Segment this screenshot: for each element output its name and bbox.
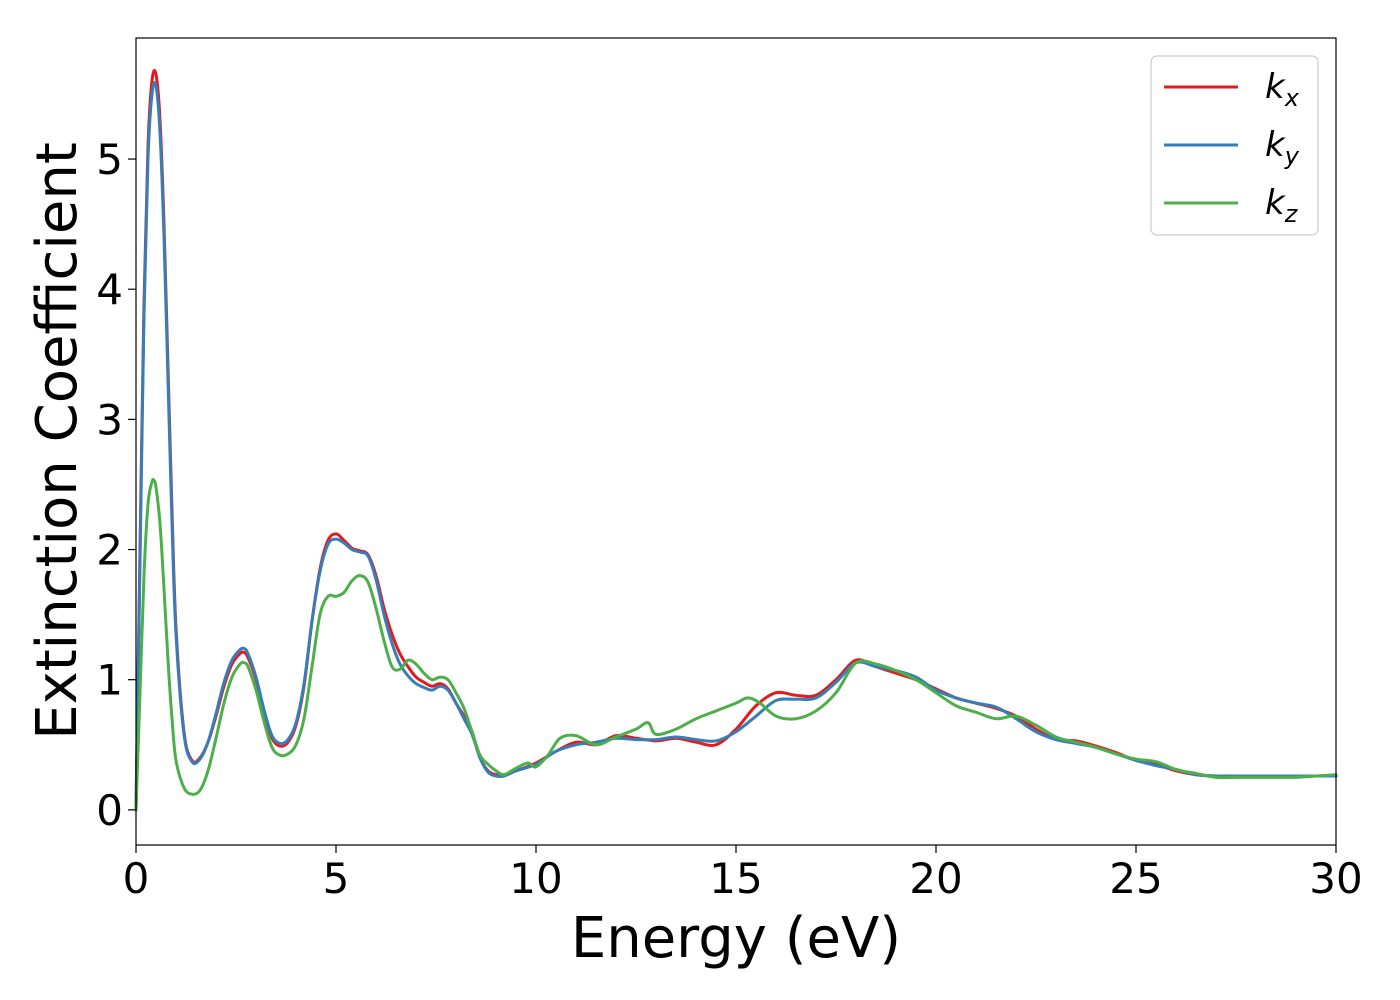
x-tick-label: 5 [323, 854, 350, 903]
x-axis-label: Energy (eV) [571, 906, 901, 971]
y-tick-label: 3 [96, 395, 123, 444]
legend-label-subscript: x [1284, 84, 1300, 112]
x-tick-label: 0 [123, 854, 150, 903]
x-tick-label: 30 [1309, 854, 1362, 903]
x-axis: 0 5 10 15 20 25 30 [123, 845, 1363, 903]
y-axis: 0 1 2 3 4 5 [96, 135, 136, 835]
y-tick-label: 5 [96, 135, 123, 184]
y-tick-label: 2 [96, 526, 123, 575]
x-tick-label: 15 [709, 854, 762, 903]
x-tick-label: 25 [1109, 854, 1162, 903]
x-tick-label: 20 [909, 854, 962, 903]
series-layer [134, 69, 1338, 812]
y-axis-label: Extinction Coefficient [25, 142, 90, 740]
x-tick-label: 10 [509, 854, 562, 903]
legend-label-subscript: z [1284, 200, 1299, 228]
y-tick-label: 0 [96, 786, 123, 835]
y-tick-label: 4 [96, 265, 123, 314]
y-tick-label: 1 [96, 656, 123, 705]
legend-label-subscript: y [1284, 142, 1300, 170]
series-line-kz [134, 477, 1338, 812]
